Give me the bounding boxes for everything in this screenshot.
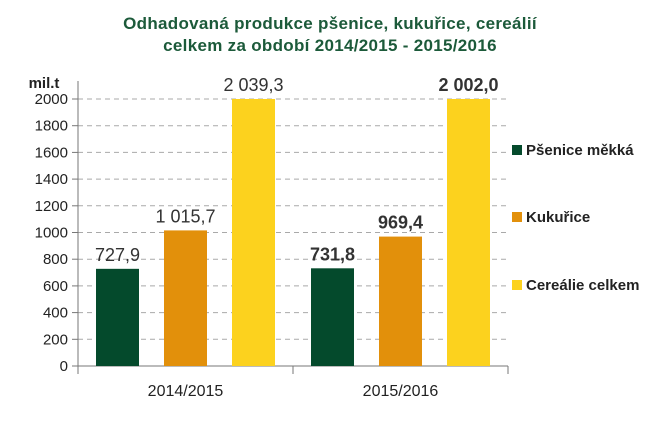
data-label: 1 015,7 bbox=[155, 206, 215, 226]
legend-label: Kukuřice bbox=[526, 209, 590, 226]
data-label: 2 039,3 bbox=[223, 75, 283, 95]
x-category-label: 2014/2015 bbox=[148, 383, 224, 400]
y-tick-label: 400 bbox=[43, 305, 68, 322]
data-label: 731,8 bbox=[310, 244, 355, 264]
y-tick-label: 600 bbox=[43, 278, 68, 295]
y-tick-label: 1800 bbox=[35, 118, 68, 135]
legend-swatch bbox=[512, 280, 522, 290]
bar-3-2 bbox=[447, 99, 490, 366]
y-axis-unit-label: mil.t bbox=[29, 75, 60, 92]
y-tick-label: 0 bbox=[60, 358, 68, 375]
bar-1-1 bbox=[96, 268, 139, 366]
y-tick-label: 1600 bbox=[35, 144, 68, 161]
legend-swatch bbox=[512, 212, 522, 222]
y-tick-label: 800 bbox=[43, 251, 68, 268]
legend-label: Pšenice měkká bbox=[526, 142, 634, 159]
bar-1-2 bbox=[311, 268, 354, 366]
bar-3-1 bbox=[232, 99, 275, 366]
y-tick-label: 200 bbox=[43, 331, 68, 348]
x-category-label: 2015/2016 bbox=[363, 383, 439, 400]
data-label: 727,9 bbox=[95, 245, 140, 265]
legend-label: Cereálie celkem bbox=[526, 277, 639, 294]
chart-title-line-1: Odhadovaná produkce pšenice, kukuřice, c… bbox=[123, 14, 537, 33]
y-tick-label: 2000 bbox=[35, 91, 68, 108]
y-tick-label: 1200 bbox=[35, 198, 68, 215]
y-tick-label: 1000 bbox=[35, 225, 68, 242]
y-tick-label: 1400 bbox=[35, 171, 68, 188]
data-label: 2 002,0 bbox=[438, 75, 498, 95]
chart-title-line-2: celkem za období 2014/2015 - 2015/2016 bbox=[163, 36, 497, 55]
bar-2-2 bbox=[379, 236, 422, 366]
bar-2-1 bbox=[164, 230, 207, 366]
legend-swatch bbox=[512, 145, 522, 155]
data-label: 969,4 bbox=[378, 213, 423, 233]
